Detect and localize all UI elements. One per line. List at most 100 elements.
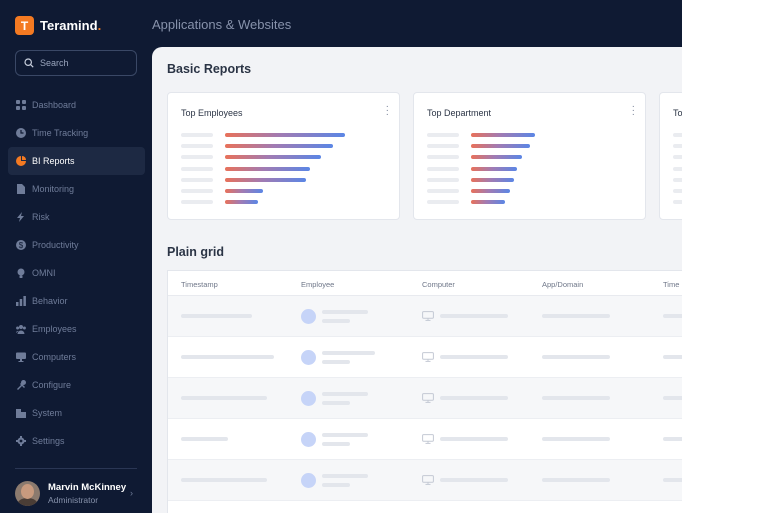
sidebar-item-risk[interactable]: Risk — [8, 203, 145, 231]
table-row[interactable] — [168, 378, 682, 419]
sidebar-item-label: Productivity — [32, 240, 79, 250]
sidebar-item-monitoring[interactable]: Monitoring — [8, 175, 145, 203]
employee-avatar — [301, 350, 316, 365]
report-card[interactable]: Top Department · · · — [413, 92, 646, 220]
bar-row — [181, 133, 355, 137]
sidebar-item-configure[interactable]: Configure — [8, 371, 145, 399]
bar-label-placeholder — [427, 200, 459, 205]
employee-sub-placeholder — [322, 319, 350, 323]
user-profile[interactable]: Marvin McKinney Administrator — [15, 481, 126, 506]
card-title: To — [673, 108, 682, 118]
sidebar-item-system[interactable]: System — [8, 399, 145, 427]
sidebar-item-dashboard[interactable]: Dashboard — [8, 91, 145, 119]
bar-row — [181, 200, 355, 205]
timestamp-placeholder — [181, 396, 267, 400]
sidebar-item-label: System — [32, 408, 63, 418]
people-icon — [16, 324, 26, 334]
column-header-timestamp[interactable]: Timestamp — [181, 280, 218, 289]
chart-bar — [225, 133, 345, 137]
main-panel: Basic Reports Top Employees · · · Top Depart… — [152, 47, 682, 513]
search-input[interactable]: Search — [15, 50, 137, 76]
sidebar-item-time-tracking[interactable]: Time Tracking — [8, 119, 145, 147]
time-placeholder — [663, 437, 682, 441]
clock-icon — [16, 128, 26, 138]
bar-row — [427, 189, 601, 193]
app-domain-placeholder — [542, 355, 611, 359]
sidebar-item-label: Dashboard — [32, 100, 77, 110]
svg-text:$: $ — [19, 241, 24, 250]
bar-label-placeholder — [673, 200, 682, 205]
sidebar-item-productivity[interactable]: $ Productivity — [8, 231, 145, 259]
sidebar-item-computers[interactable]: Computers — [8, 343, 145, 371]
computer-placeholder — [440, 396, 509, 400]
timestamp-placeholder — [181, 437, 228, 441]
chart-bar — [471, 155, 522, 160]
chart-bar — [471, 133, 535, 137]
user-name: Marvin McKinney — [48, 482, 127, 493]
bar-row — [181, 177, 355, 182]
avatar — [15, 481, 40, 506]
chart-bar — [471, 144, 530, 149]
bar-label-placeholder — [673, 189, 682, 193]
bulb-icon — [16, 268, 26, 278]
bar-row — [673, 144, 682, 149]
table-row[interactable] — [168, 296, 682, 337]
column-header-employee[interactable]: Employee — [301, 280, 335, 289]
more-vertical-icon[interactable]: · · · — [385, 101, 389, 120]
app-domain-placeholder — [542, 478, 611, 482]
employee-sub-placeholder — [322, 360, 350, 364]
sidebar-item-bi-reports[interactable]: BI Reports — [8, 147, 145, 175]
sidebar-item-label: Time Tracking — [32, 128, 89, 138]
sidebar-item-label: Settings — [32, 436, 65, 446]
bar-row — [181, 166, 355, 171]
bar-row — [673, 166, 682, 171]
employee-name-placeholder — [322, 392, 369, 396]
bar-row — [673, 177, 682, 182]
section-title-plain-grid: Plain grid — [167, 245, 224, 259]
bar-row — [427, 133, 601, 137]
bar-row — [673, 189, 682, 193]
sidebar-item-behavior[interactable]: Behavior — [8, 287, 145, 315]
employee-name-placeholder — [322, 433, 369, 437]
section-title-basic-reports: Basic Reports — [167, 62, 252, 76]
sidebar-item-label: Risk — [32, 212, 50, 222]
bar-row — [427, 155, 601, 160]
sidebar-item-omni[interactable]: OMNI — [8, 259, 145, 287]
table-row[interactable] — [168, 337, 682, 378]
bar-label-placeholder — [427, 133, 459, 137]
table-row[interactable] — [168, 419, 682, 460]
app-domain-placeholder — [542, 437, 611, 441]
bar-row — [427, 200, 601, 205]
app-window: T Teramind. Search Dashboard Time Trackin… — [0, 0, 682, 513]
chart-bar — [225, 166, 310, 171]
bar-label-placeholder — [181, 177, 213, 182]
chart-bar — [225, 189, 263, 193]
tools-icon — [16, 380, 26, 390]
column-header-time[interactable]: Time — [663, 280, 680, 289]
employee-avatar — [301, 309, 316, 324]
chevron-right-icon[interactable]: › — [130, 488, 133, 498]
table-row[interactable] — [168, 460, 682, 501]
timestamp-placeholder — [181, 314, 252, 318]
more-vertical-icon[interactable]: · · · — [631, 101, 635, 120]
brand[interactable]: T Teramind. — [15, 16, 101, 35]
sidebar-item-employees[interactable]: Employees — [8, 315, 145, 343]
computer-placeholder — [440, 437, 509, 441]
bar-label-placeholder — [673, 155, 682, 160]
sidebar-item-label: Behavior — [32, 296, 68, 306]
report-card[interactable]: Top Employees · · · — [167, 92, 400, 220]
bar-label-placeholder — [181, 189, 213, 193]
dollar-icon: $ — [16, 240, 26, 250]
column-header-app-domain[interactable]: App/Domain — [542, 280, 584, 289]
card-title: Top Employees — [181, 108, 243, 118]
bar-label-placeholder — [673, 133, 682, 137]
dashboard-icon — [16, 100, 26, 110]
time-placeholder — [663, 314, 682, 318]
column-header-computer[interactable]: Computer — [422, 280, 455, 289]
brand-name: Teramind — [40, 18, 98, 33]
sidebar-item-settings[interactable]: Settings — [8, 427, 145, 455]
bar-label-placeholder — [673, 144, 682, 149]
app-domain-placeholder — [542, 396, 611, 400]
report-card[interactable]: To··· — [659, 92, 682, 220]
user-role: Administrator — [48, 495, 99, 505]
